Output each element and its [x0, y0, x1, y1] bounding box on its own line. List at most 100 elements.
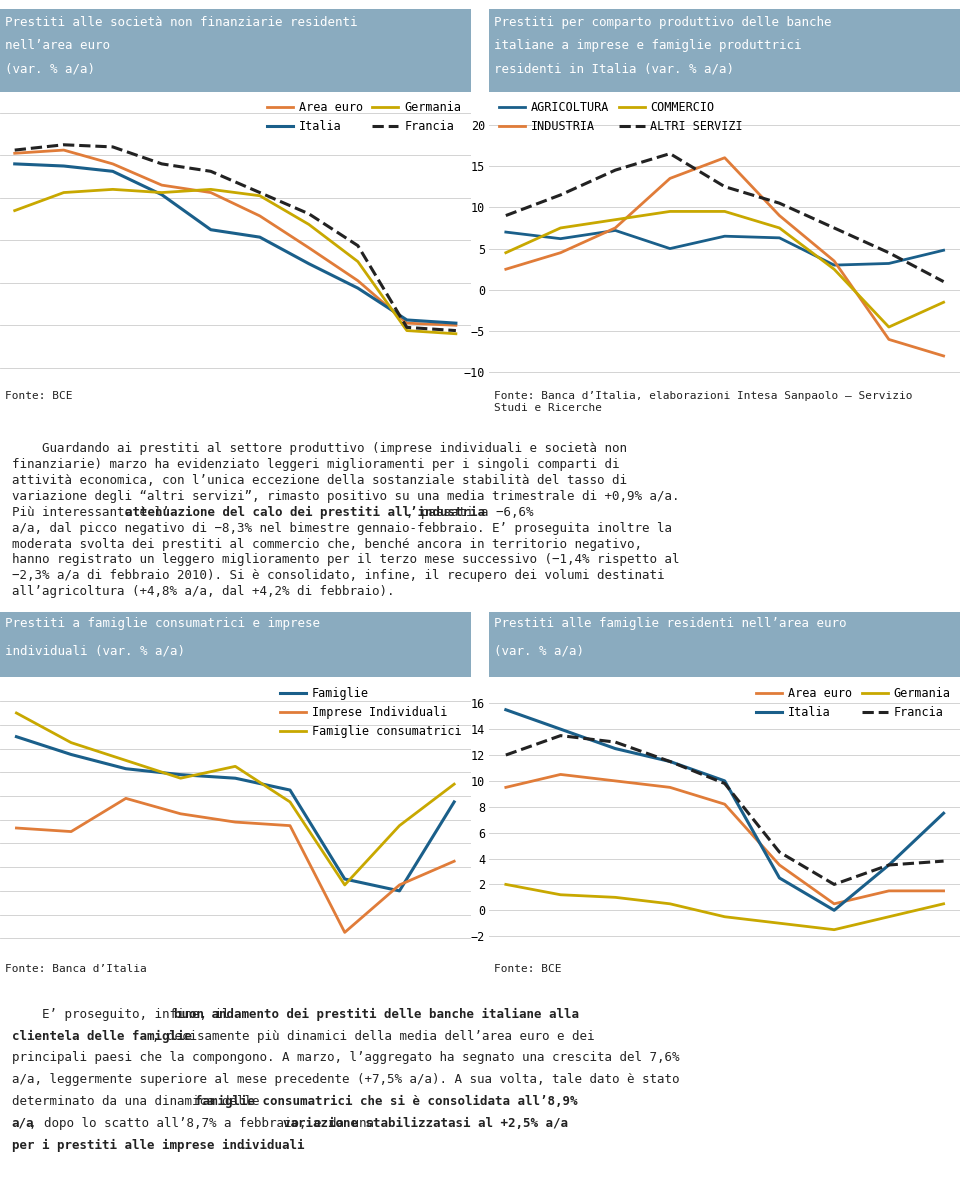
Text: principali paesi che la compongono. A marzo, l’aggregato ha segnato una crescita: principali paesi che la compongono. A ma…	[12, 1052, 679, 1065]
Text: Prestiti per comparto produttivo delle banche: Prestiti per comparto produttivo delle b…	[494, 17, 831, 30]
Text: buon andamento dei prestiti delle banche italiane alla: buon andamento dei prestiti delle banche…	[174, 1008, 579, 1021]
Text: mar: mar	[605, 406, 625, 415]
Text: 07: 07	[119, 995, 132, 1004]
Text: set: set	[769, 977, 789, 988]
Text: set: set	[769, 406, 789, 415]
Text: 09: 09	[351, 424, 365, 433]
Text: set: set	[550, 977, 570, 988]
Text: Più interessante è l’: Più interessante è l’	[12, 506, 169, 519]
Text: , decisamente più dinamici della media dell’area euro e dei: , decisamente più dinamici della media d…	[152, 1029, 594, 1042]
Text: mar: mar	[605, 977, 625, 988]
Text: 08: 08	[718, 995, 732, 1004]
Text: mar: mar	[714, 406, 734, 415]
Text: italiane a imprese e famiglie produttrici: italiane a imprese e famiglie produttric…	[494, 39, 802, 52]
Text: 08: 08	[228, 995, 242, 1004]
Text: set: set	[61, 977, 82, 988]
Text: Prestiti a famiglie consumatrici e imprese: Prestiti a famiglie consumatrici e impre…	[5, 616, 320, 629]
Text: residenti in Italia (var. % a/a): residenti in Italia (var. % a/a)	[494, 63, 734, 76]
Text: , passati a −6,6%: , passati a −6,6%	[406, 506, 533, 519]
Text: dic: dic	[201, 406, 221, 415]
Text: mar: mar	[226, 977, 246, 988]
Text: 09: 09	[828, 424, 841, 433]
Text: 09: 09	[828, 995, 841, 1004]
Text: mar: mar	[444, 977, 465, 988]
Text: mar: mar	[335, 977, 355, 988]
Text: 08: 08	[773, 424, 786, 433]
Text: set: set	[878, 977, 899, 988]
Text: set: set	[550, 406, 570, 415]
Text: mar: mar	[250, 406, 270, 415]
Legend: Famiglie, Imprese Individuali, Famiglie consumatrici: Famiglie, Imprese Individuali, Famiglie …	[276, 684, 465, 742]
Text: variazione stabilizzatasi al +2,5% a/a: variazione stabilizzatasi al +2,5% a/a	[283, 1117, 568, 1130]
Text: 07: 07	[609, 424, 622, 433]
Text: 06: 06	[499, 995, 513, 1004]
Text: (var. % a/a): (var. % a/a)	[5, 63, 95, 76]
Text: 08: 08	[57, 424, 70, 433]
Text: .: .	[240, 1139, 247, 1152]
Text: dic: dic	[5, 406, 25, 415]
Text: per i prestiti alle imprese individuali: per i prestiti alle imprese individuali	[12, 1139, 304, 1152]
Text: 08: 08	[283, 995, 297, 1004]
Text: mar: mar	[54, 406, 74, 415]
Text: clientela delle famiglie: clientela delle famiglie	[12, 1029, 192, 1042]
Text: set: set	[280, 977, 300, 988]
Text: mar: mar	[495, 406, 516, 415]
Text: mar: mar	[933, 977, 953, 988]
Text: 10: 10	[447, 995, 461, 1004]
Text: hanno registrato un leggero miglioramento per il terzo mese successivo (−1,4% ri: hanno registrato un leggero migliorament…	[12, 554, 679, 567]
Text: Prestiti alle società non finanziarie residenti: Prestiti alle società non finanziarie re…	[5, 17, 357, 30]
Text: E’ proseguito, infine, il: E’ proseguito, infine, il	[12, 1008, 236, 1021]
Text: mar: mar	[495, 977, 516, 988]
Text: 09: 09	[393, 995, 406, 1004]
Text: mar: mar	[824, 977, 844, 988]
Text: 07: 07	[174, 995, 187, 1004]
Text: Fonte: Banca d’Italia, elaborazioni Intesa Sanpaolo – Servizio
Studi e Ricerche: Fonte: Banca d’Italia, elaborazioni Inte…	[494, 392, 913, 413]
Text: 10: 10	[937, 424, 950, 433]
Text: 06: 06	[554, 995, 567, 1004]
Text: (var. % a/a): (var. % a/a)	[494, 645, 584, 658]
Text: determinato da una dinamica delle: determinato da una dinamica delle	[12, 1095, 267, 1108]
Text: 06: 06	[10, 995, 23, 1004]
Text: mar: mar	[116, 977, 136, 988]
Text: 06: 06	[554, 424, 567, 433]
Text: set: set	[660, 977, 680, 988]
Text: finanziarie) marzo ha evidenziato leggeri miglioramenti per i singoli comparti d: finanziarie) marzo ha evidenziato legger…	[12, 458, 619, 471]
Text: Fonte: BCE: Fonte: BCE	[494, 964, 562, 974]
Text: mar: mar	[933, 406, 953, 415]
Text: mar: mar	[714, 977, 734, 988]
Legend: Area euro, Italia, Germania, Francia: Area euro, Italia, Germania, Francia	[263, 97, 465, 136]
Text: 08: 08	[204, 424, 218, 433]
Text: 07: 07	[663, 995, 677, 1004]
Text: variazione degli “altri servizi”, rimasto positivo su una media trimestrale di +: variazione degli “altri servizi”, rimast…	[12, 490, 679, 503]
Text: a/a, leggermente superiore al mese precedente (+7,5% a/a). A sua volta, tale dat: a/a, leggermente superiore al mese prece…	[12, 1073, 679, 1086]
Text: set: set	[390, 977, 410, 988]
Text: 08: 08	[718, 424, 732, 433]
Text: 08: 08	[106, 424, 119, 433]
Text: giu: giu	[103, 406, 123, 415]
Text: 09: 09	[338, 995, 351, 1004]
Text: 07: 07	[8, 424, 21, 433]
Legend: AGRICOLTURA, INDUSTRIA, COMMERCIO, ALTRI SERVIZI: AGRICOLTURA, INDUSTRIA, COMMERCIO, ALTRI…	[495, 97, 747, 136]
Text: 08: 08	[155, 424, 169, 433]
Text: Fonte: BCE: Fonte: BCE	[5, 392, 72, 401]
Text: individuali (var. % a/a): individuali (var. % a/a)	[5, 645, 184, 658]
Text: set: set	[171, 977, 191, 988]
Text: Fonte: Banca d’Italia: Fonte: Banca d’Italia	[5, 964, 147, 974]
Text: , dopo lo scatto all’8,7% a febbraio, e da una: , dopo lo scatto all’8,7% a febbraio, e …	[29, 1117, 381, 1130]
Text: dic: dic	[396, 406, 417, 415]
Text: set: set	[348, 406, 368, 415]
Text: set: set	[878, 406, 899, 415]
Text: a/a, dal picco negativo di −8,3% nel bimestre gennaio-febbraio. E’ proseguita in: a/a, dal picco negativo di −8,3% nel bim…	[12, 522, 672, 535]
Text: a/a: a/a	[12, 1117, 34, 1130]
Text: attività economica, con l’unica eccezione della sostanziale stabilità del tasso : attività economica, con l’unica eccezion…	[12, 474, 627, 487]
Text: 07: 07	[663, 424, 677, 433]
Text: 09: 09	[882, 995, 896, 1004]
Text: giu: giu	[299, 406, 319, 415]
Text: 09: 09	[253, 424, 267, 433]
Text: 06: 06	[64, 995, 78, 1004]
Text: nell’area euro: nell’area euro	[5, 39, 109, 52]
Text: famiglie consumatrici che si è consolidata all’8,9%: famiglie consumatrici che si è consolida…	[195, 1095, 578, 1108]
Text: −2,3% a/a di febbraio 2010). Si è consolidato, infine, il recupero dei volumi de: −2,3% a/a di febbraio 2010). Si è consol…	[12, 569, 664, 582]
Text: all’agricoltura (+4,8% a/a, dal +4,2% di febbraio).: all’agricoltura (+4,8% a/a, dal +4,2% di…	[12, 586, 394, 599]
Text: 07: 07	[609, 995, 622, 1004]
